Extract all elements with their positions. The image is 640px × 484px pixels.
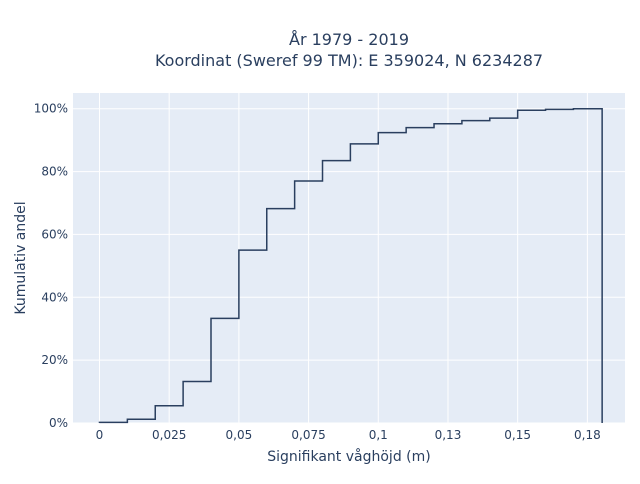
x-tick-label-7: 0,18: [574, 428, 601, 442]
y-axis-ticks: 0% 20% 40% 60% 80% 100%: [34, 102, 68, 430]
y-tick-label-3: 60%: [41, 227, 68, 241]
x-tick-label-5: 0,13: [435, 428, 462, 442]
x-axis-ticks: 0 0,025 0,05 0,075 0,1 0,13 0,15 0,18: [96, 428, 601, 442]
chart-title-line-2: Koordinat (Sweref 99 TM): E 359024, N 62…: [155, 51, 543, 70]
y-tick-label-0: 0%: [49, 416, 68, 430]
x-axis-label: Signifikant våghöjd (m): [267, 448, 430, 465]
chart-title-line-1: År 1979 - 2019: [289, 30, 409, 49]
y-tick-label-1: 20%: [41, 353, 68, 367]
series-line-0: [98, 107, 603, 424]
y-axis-label: Kumulativ andel: [13, 201, 29, 314]
x-tick-label-1: 0,025: [152, 428, 186, 442]
x-tick-label-2: 0,05: [226, 428, 253, 442]
x-tick-label-4: 0,1: [369, 428, 388, 442]
series-line-group: [98, 107, 603, 424]
y-tick-label-5: 100%: [34, 102, 68, 116]
y-tick-label-2: 40%: [41, 290, 68, 304]
grid-lines: [73, 93, 625, 424]
x-tick-label-6: 0,15: [504, 428, 531, 442]
x-tick-label-0: 0: [96, 428, 104, 442]
x-tick-label-3: 0,075: [291, 428, 325, 442]
y-tick-label-4: 80%: [41, 165, 68, 179]
plot-background: [73, 93, 625, 423]
